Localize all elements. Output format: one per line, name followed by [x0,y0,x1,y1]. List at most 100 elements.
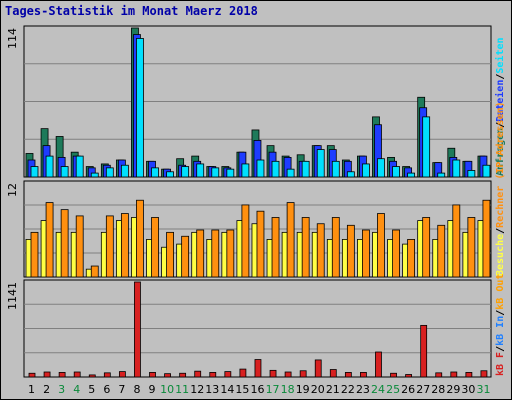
bar-kb-f-3 [58,372,66,378]
bar-kb-f-30 [465,372,473,378]
bar-seiten-15 [241,163,250,178]
bar-seiten-9 [151,167,159,178]
bar-rechner-ip-adressen--12 [196,229,205,278]
bar-seiten-30 [467,170,476,178]
x-label-20: 20 [311,383,325,396]
bar-kb-f-1 [28,372,36,378]
bar-seiten-8 [136,38,144,178]
bar-kb-f-14 [224,371,232,378]
x-label-22: 22 [341,383,355,396]
bar-rechner-ip-adressen--4 [75,215,84,278]
bar-seiten-24 [377,158,385,178]
x-label-17: 17 [266,383,280,396]
bar-rechner-ip-adressen--8 [136,199,144,278]
bar-seiten-14 [226,168,235,178]
x-label-5: 5 [88,383,95,396]
bar-seiten-17 [271,160,280,178]
legend-top-part: Dateien [494,80,506,122]
bar-kb-f-10 [164,373,171,378]
bar-seiten-1 [30,166,39,178]
bar-rechner-ip-adressen--2 [45,202,54,278]
bar-rechner-ip-adressen--29 [452,204,461,278]
x-label-10: 10 [160,383,174,396]
x-label-3: 3 [58,383,65,396]
x-label-4: 4 [73,383,80,396]
bar-seiten-29 [452,159,461,178]
bar-kb-f-11 [179,372,187,378]
x-label-16: 16 [251,383,265,396]
legend-top-part: Seiten [494,37,506,73]
x-label-27: 27 [416,383,430,396]
x-label-13: 13 [205,383,219,396]
bar-seiten-19 [301,160,310,178]
x-label-21: 21 [326,383,340,396]
bar-rechner-ip-adressen--1 [30,231,39,278]
bar-kb-f-19 [299,370,307,378]
bar-seiten-16 [256,159,265,178]
legend-top: Anfragen/Dateien/Seiten [494,37,506,176]
bar-seiten-31 [482,164,491,178]
bar-kb-f-28 [435,372,443,378]
chart-title: Tages-Statistik im Monat Maerz 2018 [5,4,258,18]
bar-rechner-ip-adressen--31 [482,199,491,278]
x-label-11: 11 [175,383,189,396]
bar-seiten-6 [105,167,114,178]
x-label-29: 29 [446,383,460,396]
bar-rechner-ip-adressen--28 [437,224,446,278]
bar-seiten-11 [181,166,190,178]
bar-seiten-25 [392,166,400,178]
legend-middle: Besuche/Rechner (IP-Adressen) [495,101,506,276]
bar-kb-f-25 [390,372,397,378]
bar-rechner-ip-adressen--14 [226,229,235,278]
bar-kb-f-29 [450,371,458,378]
bar-rechner-ip-adressen--23 [362,229,370,278]
legend-bottom-part: / [495,346,506,352]
bar-kb-f-20 [314,359,322,378]
bar-rechner-ip-adressen--30 [467,217,476,278]
bar-rechner-ip-adressen--19 [301,217,310,278]
bar-rechner-ip-adressen--16 [256,210,265,278]
bar-seiten-7 [120,164,129,178]
bar-rechner-ip-adressen--17 [271,217,280,278]
legend-bottom-part: kB F [495,352,506,376]
bar-seiten-22 [346,171,355,178]
bar-seiten-4 [75,155,84,178]
x-label-18: 18 [281,383,295,396]
bar-rechner-ip-adressen--18 [286,202,295,278]
legend-bottom: kB F/kB In/kB Out [495,274,506,376]
bar-seiten-5 [90,172,99,178]
x-label-8: 8 [133,383,140,396]
legend-bottom-part: kB Out [495,274,506,310]
x-label-24: 24 [371,383,385,396]
bar-rechner-ip-adressen--26 [407,238,416,278]
legend-top-part: Anfragen [495,128,506,176]
bar-kb-f-26 [405,374,413,378]
bar-rechner-ip-adressen--20 [316,223,325,278]
bar-seiten-3 [60,166,69,178]
bar-rechner-ip-adressen--11 [181,235,190,278]
y-max-label: 12 [6,183,19,197]
bar-kb-f-4 [73,371,81,378]
legend-top-part: / [495,74,506,80]
bar-kb-f-17 [269,369,277,378]
bar-seiten-10 [166,171,174,178]
x-label-30: 30 [461,383,475,396]
bar-kb-f-8 [134,281,141,378]
x-label-15: 15 [235,383,249,396]
x-label-2: 2 [43,383,50,396]
bar-kb-f-31 [480,370,488,378]
legend-middle-part: Rechner (IP-Adressen) [495,101,506,227]
bar-kb-f-13 [209,372,217,378]
bar-seiten-2 [45,155,54,178]
bar-rechner-ip-adressen--27 [422,217,431,278]
x-label-19: 19 [296,383,310,396]
bar-kb-f-5 [88,374,96,378]
bar-kb-f-9 [149,372,156,378]
bar-seiten-27 [422,116,431,178]
y-max-label: 114 [6,28,19,49]
x-label-12: 12 [190,383,204,396]
bar-seiten-12 [196,163,205,178]
bar-rechner-ip-adressen--15 [241,204,250,278]
bar-seiten-20 [316,149,325,178]
x-label-28: 28 [431,383,445,396]
